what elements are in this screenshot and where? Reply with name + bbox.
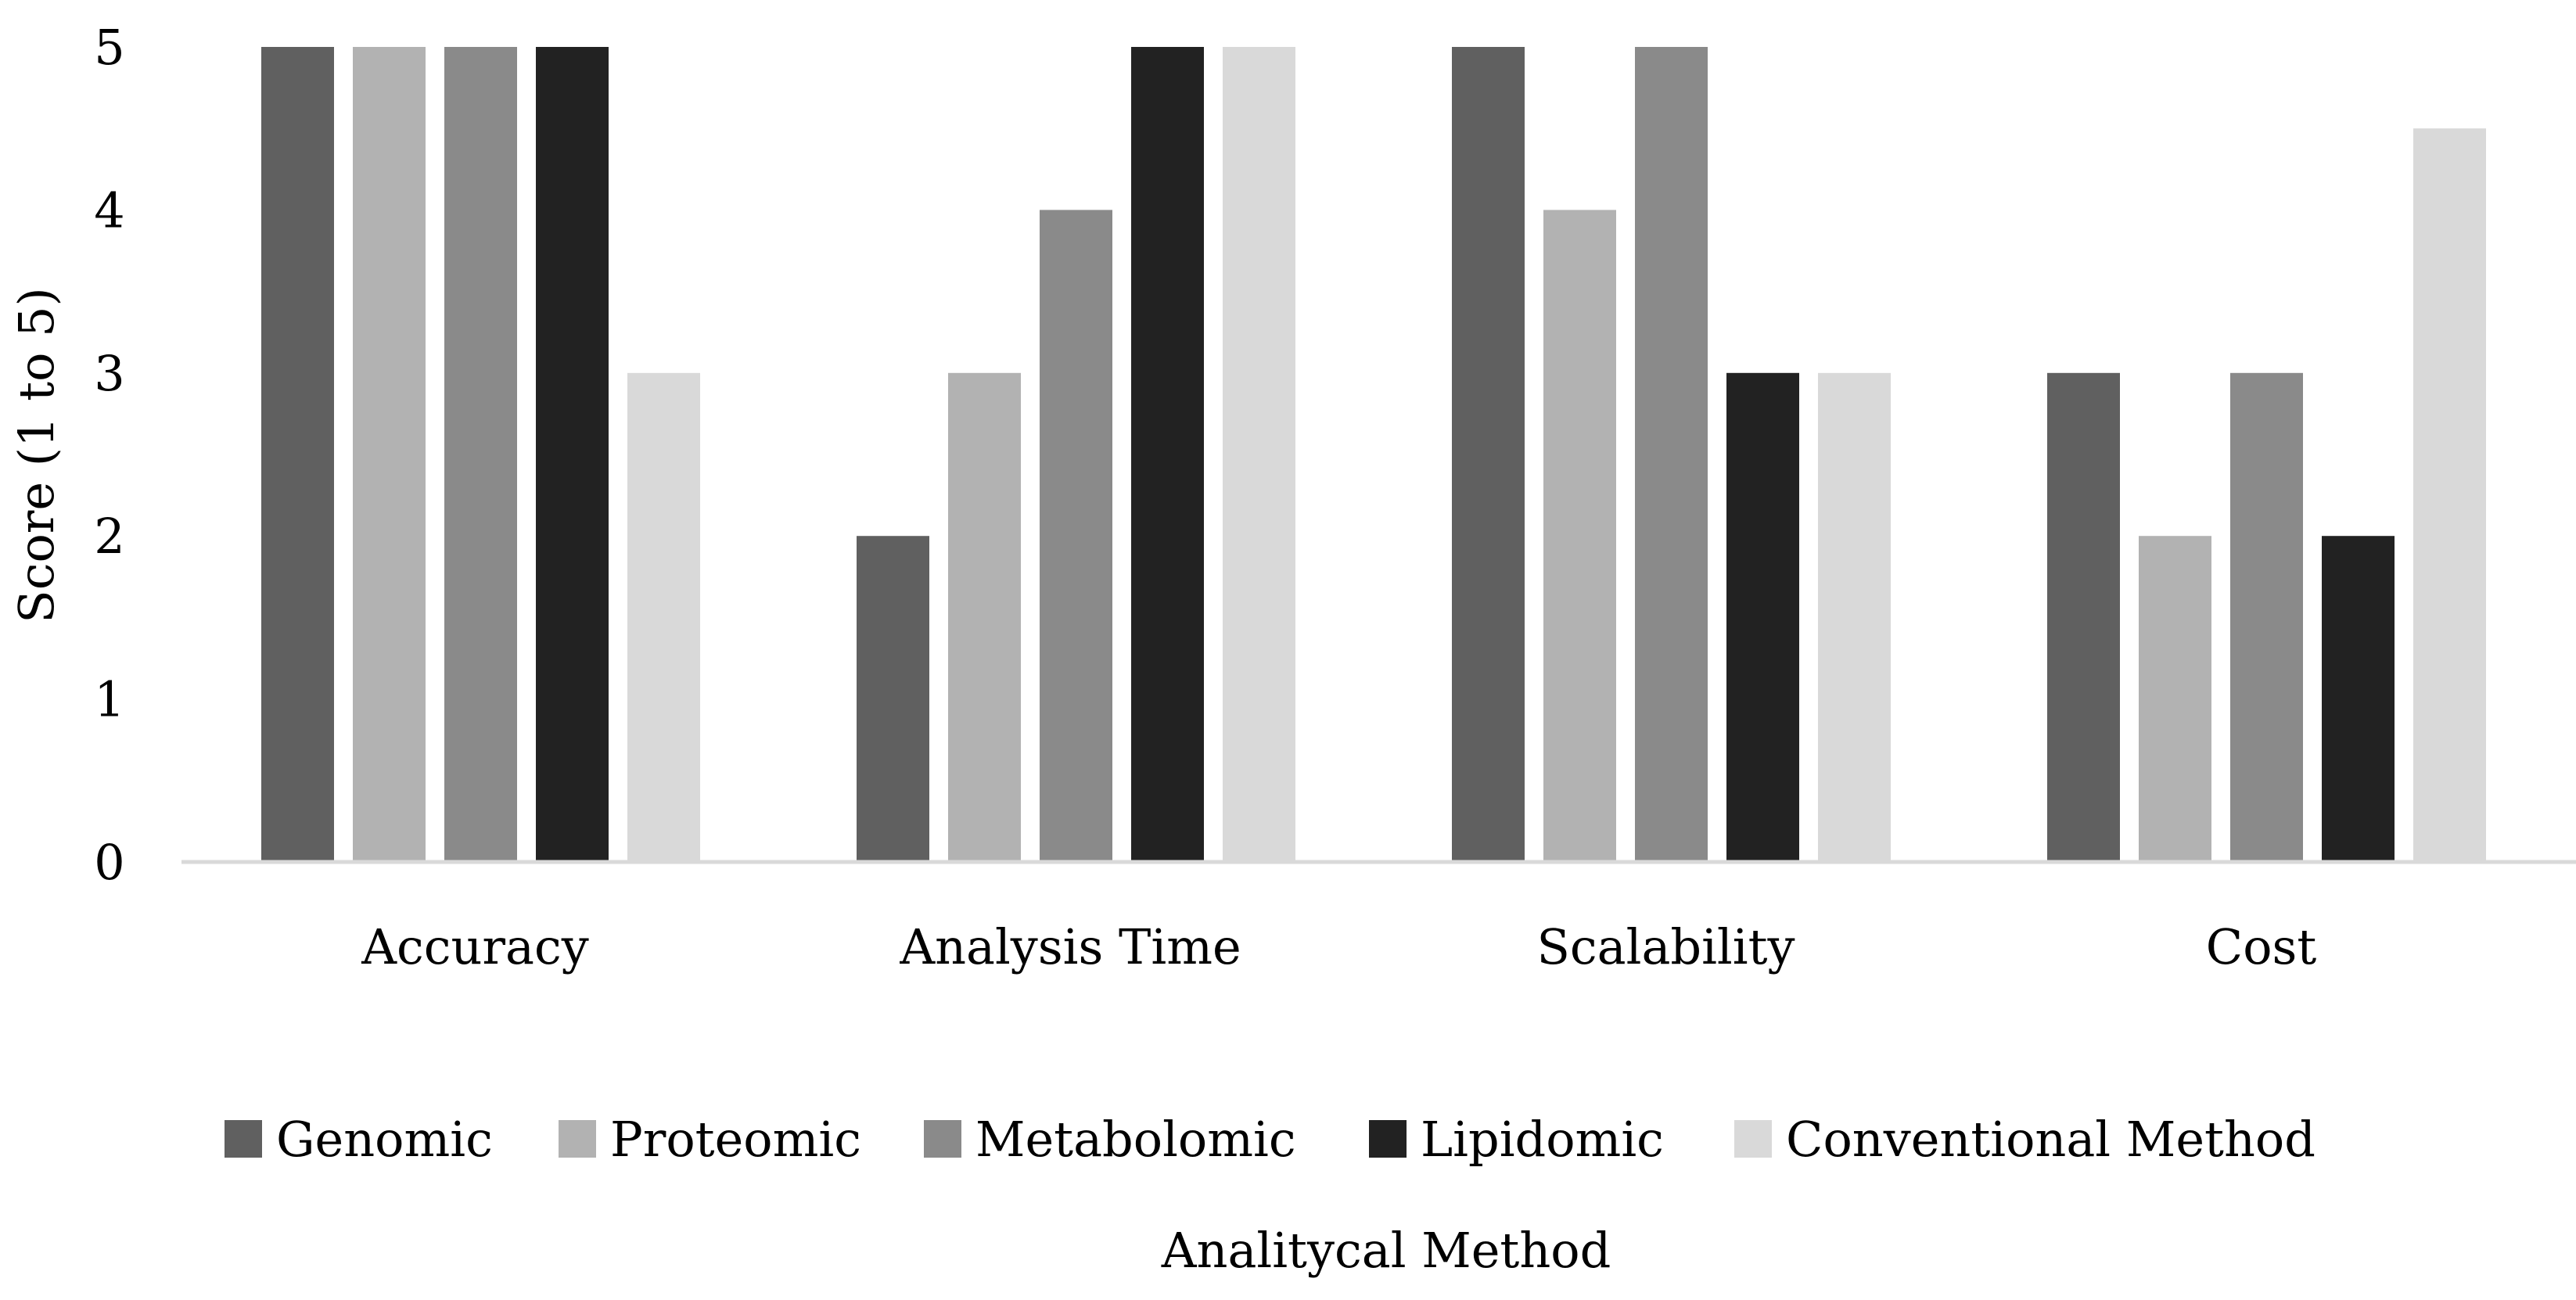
bar-lipidomic-scalability	[1726, 372, 1799, 862]
bars	[261, 47, 2486, 862]
bar-genomic-analysis-time	[857, 536, 929, 862]
legend: Genomic Proteomic Metabolomic Lipidomic Conv…	[225, 1111, 2316, 1168]
bar-lipidomic-accuracy	[536, 47, 609, 862]
y-axis-ticks: 0 1 2 3 4 5	[94, 19, 124, 891]
bar-lipidomic-cost	[2322, 536, 2395, 862]
y-axis-label: Score (1 to 5)	[8, 287, 65, 623]
bar-proteomic-analysis-time	[948, 372, 1021, 862]
x-axis-ticks: Accuracy Analysis Time Scalability Cost	[361, 918, 2316, 975]
legend-label: Lipidomic	[1421, 1111, 1664, 1168]
legend-item-metabolomic: Metabolomic	[924, 1111, 1296, 1168]
bar-proteomic-scalability	[1543, 210, 1616, 862]
legend-item-proteomic: Proteomic	[559, 1111, 861, 1168]
legend-item-lipidomic: Lipidomic	[1369, 1111, 1664, 1168]
bar-genomic-scalability	[1452, 47, 1525, 862]
legend-item-conventional-method: Conventional Method	[1734, 1111, 2316, 1168]
legend-swatch	[1734, 1120, 1772, 1158]
bar-proteomic-cost	[2139, 536, 2211, 862]
bar-proteomic-accuracy	[353, 47, 426, 862]
legend-swatch	[559, 1120, 596, 1158]
bar-genomic-accuracy	[261, 47, 334, 862]
bar-metabolomic-scalability	[1635, 47, 1708, 862]
bar-conventional-method-accuracy	[627, 372, 700, 862]
legend-label: Genomic	[276, 1111, 493, 1168]
bar-conventional-method-scalability	[1818, 372, 1891, 862]
bar-conventional-method-analysis-time	[1223, 47, 1295, 862]
bar-metabolomic-accuracy	[444, 47, 517, 862]
bar-lipidomic-analysis-time	[1131, 47, 1204, 862]
bar-genomic-cost	[2047, 372, 2120, 862]
bar-conventional-method-cost	[2413, 128, 2486, 862]
y-tick-label: 1	[94, 671, 124, 728]
legend-label: Conventional Method	[1786, 1111, 2316, 1168]
legend-swatch	[225, 1120, 262, 1158]
y-tick-label: 4	[94, 181, 124, 239]
legend-label: Metabolomic	[975, 1111, 1296, 1168]
x-tick-label-scalability: Scalability	[1536, 918, 1795, 975]
legend-label: Proteomic	[610, 1111, 861, 1168]
bar-metabolomic-cost	[2230, 372, 2303, 862]
legend-item-genomic: Genomic	[225, 1111, 493, 1168]
x-tick-label-accuracy: Accuracy	[361, 918, 589, 975]
legend-swatch	[924, 1120, 961, 1158]
x-tick-label-cost: Cost	[2206, 918, 2317, 975]
legend-swatch	[1369, 1120, 1407, 1158]
x-axis-label: Analitycal Method	[1161, 1222, 1611, 1279]
x-tick-label-analysis-time: Analysis Time	[899, 918, 1241, 975]
y-tick-label: 2	[94, 508, 124, 565]
bar-metabolomic-analysis-time	[1040, 210, 1112, 862]
y-tick-label: 3	[94, 345, 124, 402]
y-tick-label: 0	[94, 834, 124, 891]
y-tick-label: 5	[94, 19, 124, 76]
